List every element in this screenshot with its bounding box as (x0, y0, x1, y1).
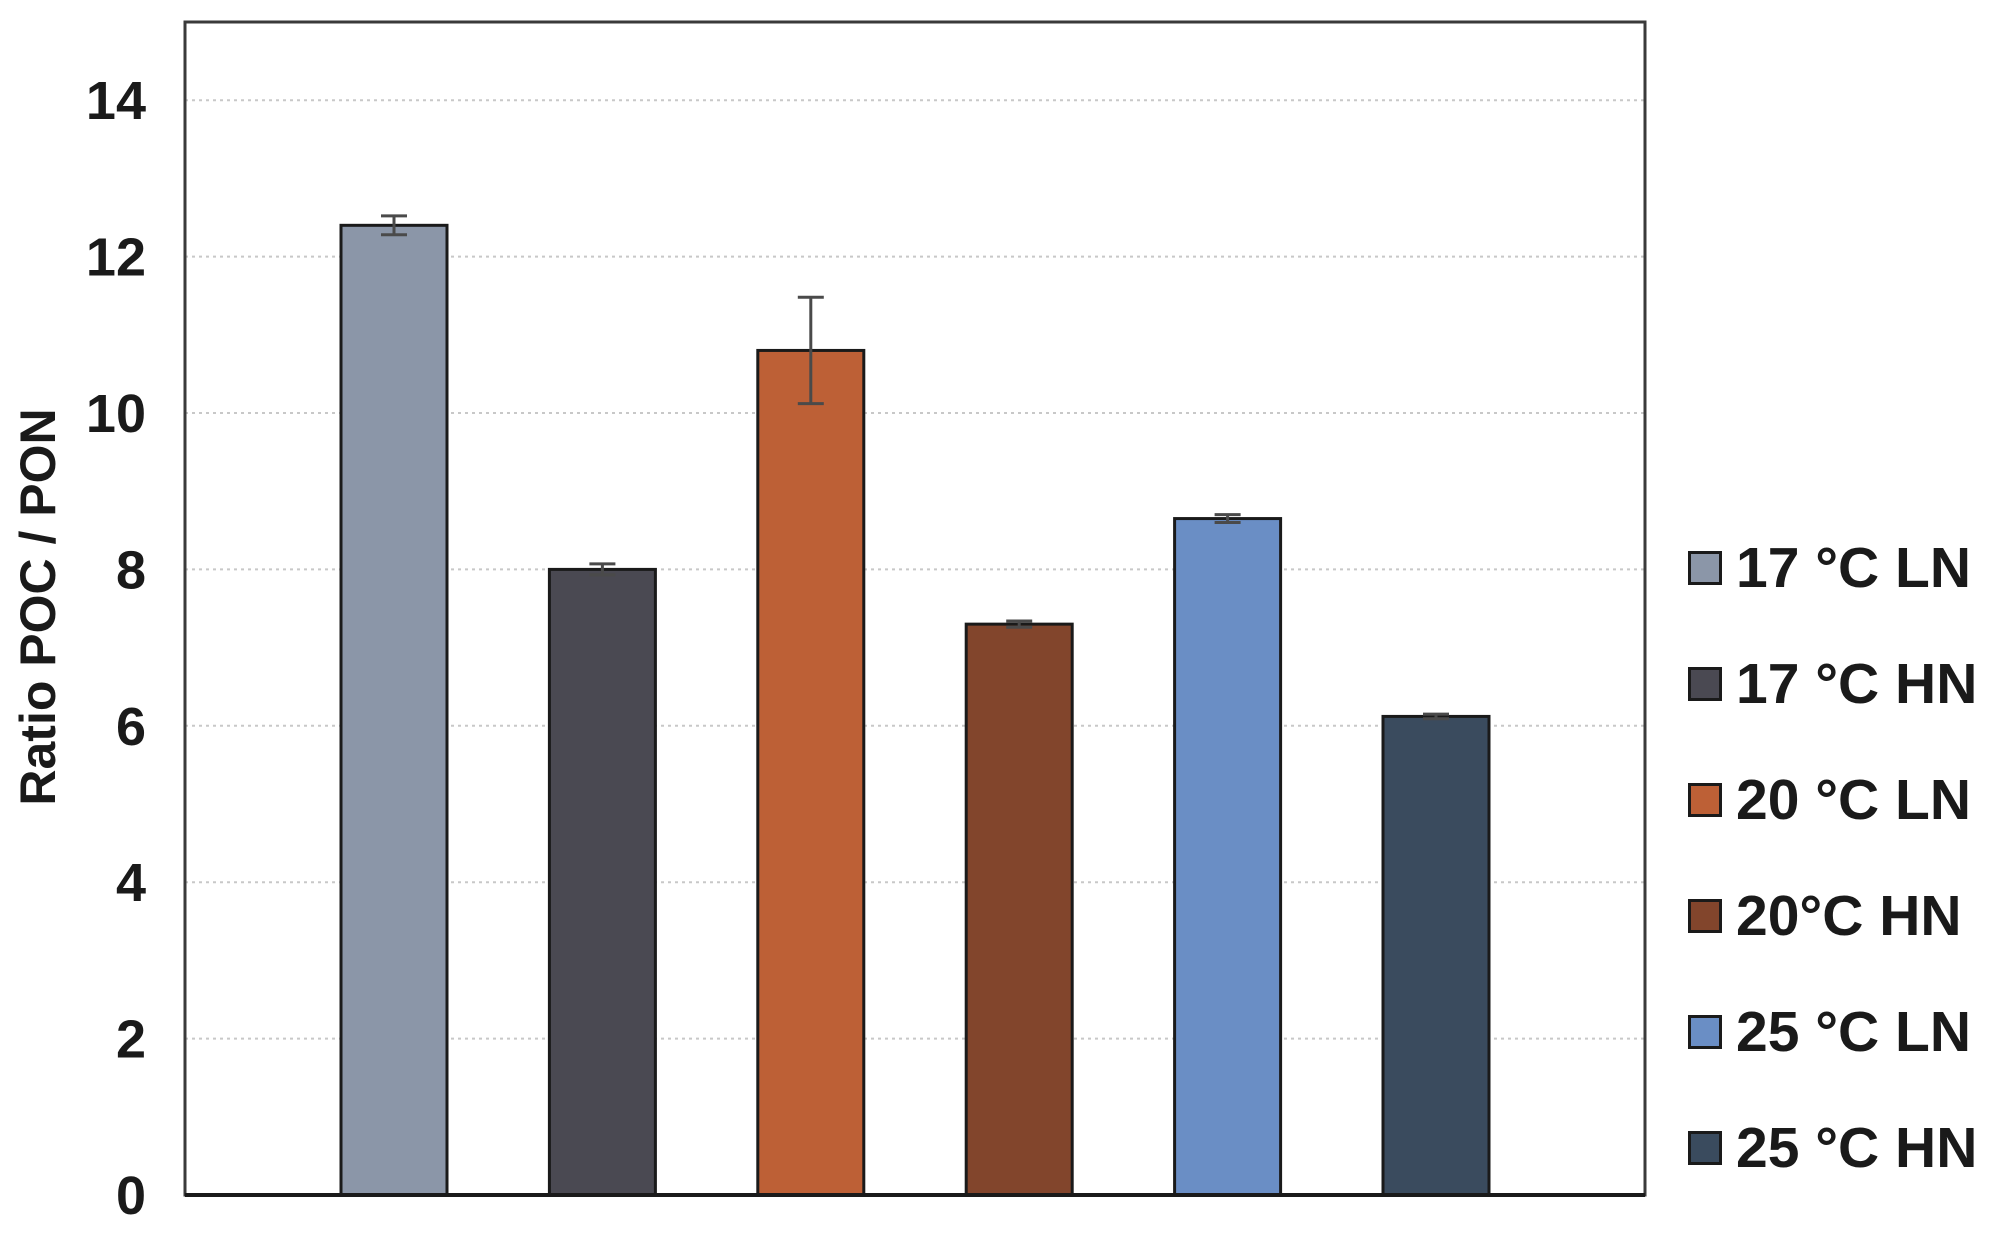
y-tick-label: 12 (86, 228, 146, 288)
legend-label: 17 °C HN (1736, 652, 1978, 716)
bar-2 (756, 348, 866, 1197)
y-tick-label: 4 (116, 853, 146, 913)
legend-swatch (1688, 1131, 1722, 1165)
bar-4 (1173, 517, 1283, 1197)
y-tick-label: 6 (116, 697, 146, 757)
legend-label: 25 °C LN (1736, 1000, 1972, 1064)
legend-swatch (1688, 667, 1722, 701)
legend: 17 °C LN 17 °C HN 20 °C LN 20°C HN 25 °C LN 2… (1688, 510, 1988, 1206)
legend-label: 17 °C LN (1736, 536, 1972, 600)
legend-label: 20 °C LN (1736, 768, 1972, 832)
gridlines (185, 99, 1645, 1040)
y-tick-label: 8 (116, 540, 146, 600)
legend-item: 25 °C LN (1688, 974, 1988, 1090)
legend-item: 20 °C LN (1688, 742, 1988, 858)
y-axis-title: Ratio POC / PON (10, 408, 66, 805)
bar-0 (339, 223, 449, 1197)
legend-item: 17 °C LN (1688, 510, 1988, 626)
bar-5 (1381, 714, 1491, 1197)
error-bar-4 (1214, 513, 1241, 524)
y-axis-ticks: 0 2 4 6 8 10 12 14 (86, 71, 146, 1226)
error-bars (381, 214, 1449, 721)
y-tick-label: 0 (116, 1166, 146, 1226)
legend-swatch (1688, 783, 1722, 817)
bars (339, 223, 1491, 1197)
error-bar-1 (589, 562, 616, 577)
legend-swatch (1688, 899, 1722, 933)
legend-swatch (1688, 551, 1722, 585)
legend-item: 17 °C HN (1688, 626, 1988, 742)
y-tick-label: 10 (86, 384, 146, 444)
error-bar-5 (1423, 712, 1449, 721)
bar-1 (547, 567, 657, 1197)
legend-item: 20°C HN (1688, 858, 1988, 974)
legend-label: 25 °C HN (1736, 1116, 1978, 1180)
bar-3 (964, 622, 1074, 1197)
legend-swatch (1688, 1015, 1722, 1049)
error-bar-3 (1006, 619, 1033, 629)
legend-item: 25 °C HN (1688, 1090, 1988, 1206)
y-tick-label: 2 (116, 1010, 146, 1070)
error-bar-2 (797, 295, 824, 406)
legend-label: 20°C HN (1736, 884, 1962, 948)
error-bar-0 (381, 214, 407, 237)
y-tick-label: 14 (86, 71, 146, 131)
